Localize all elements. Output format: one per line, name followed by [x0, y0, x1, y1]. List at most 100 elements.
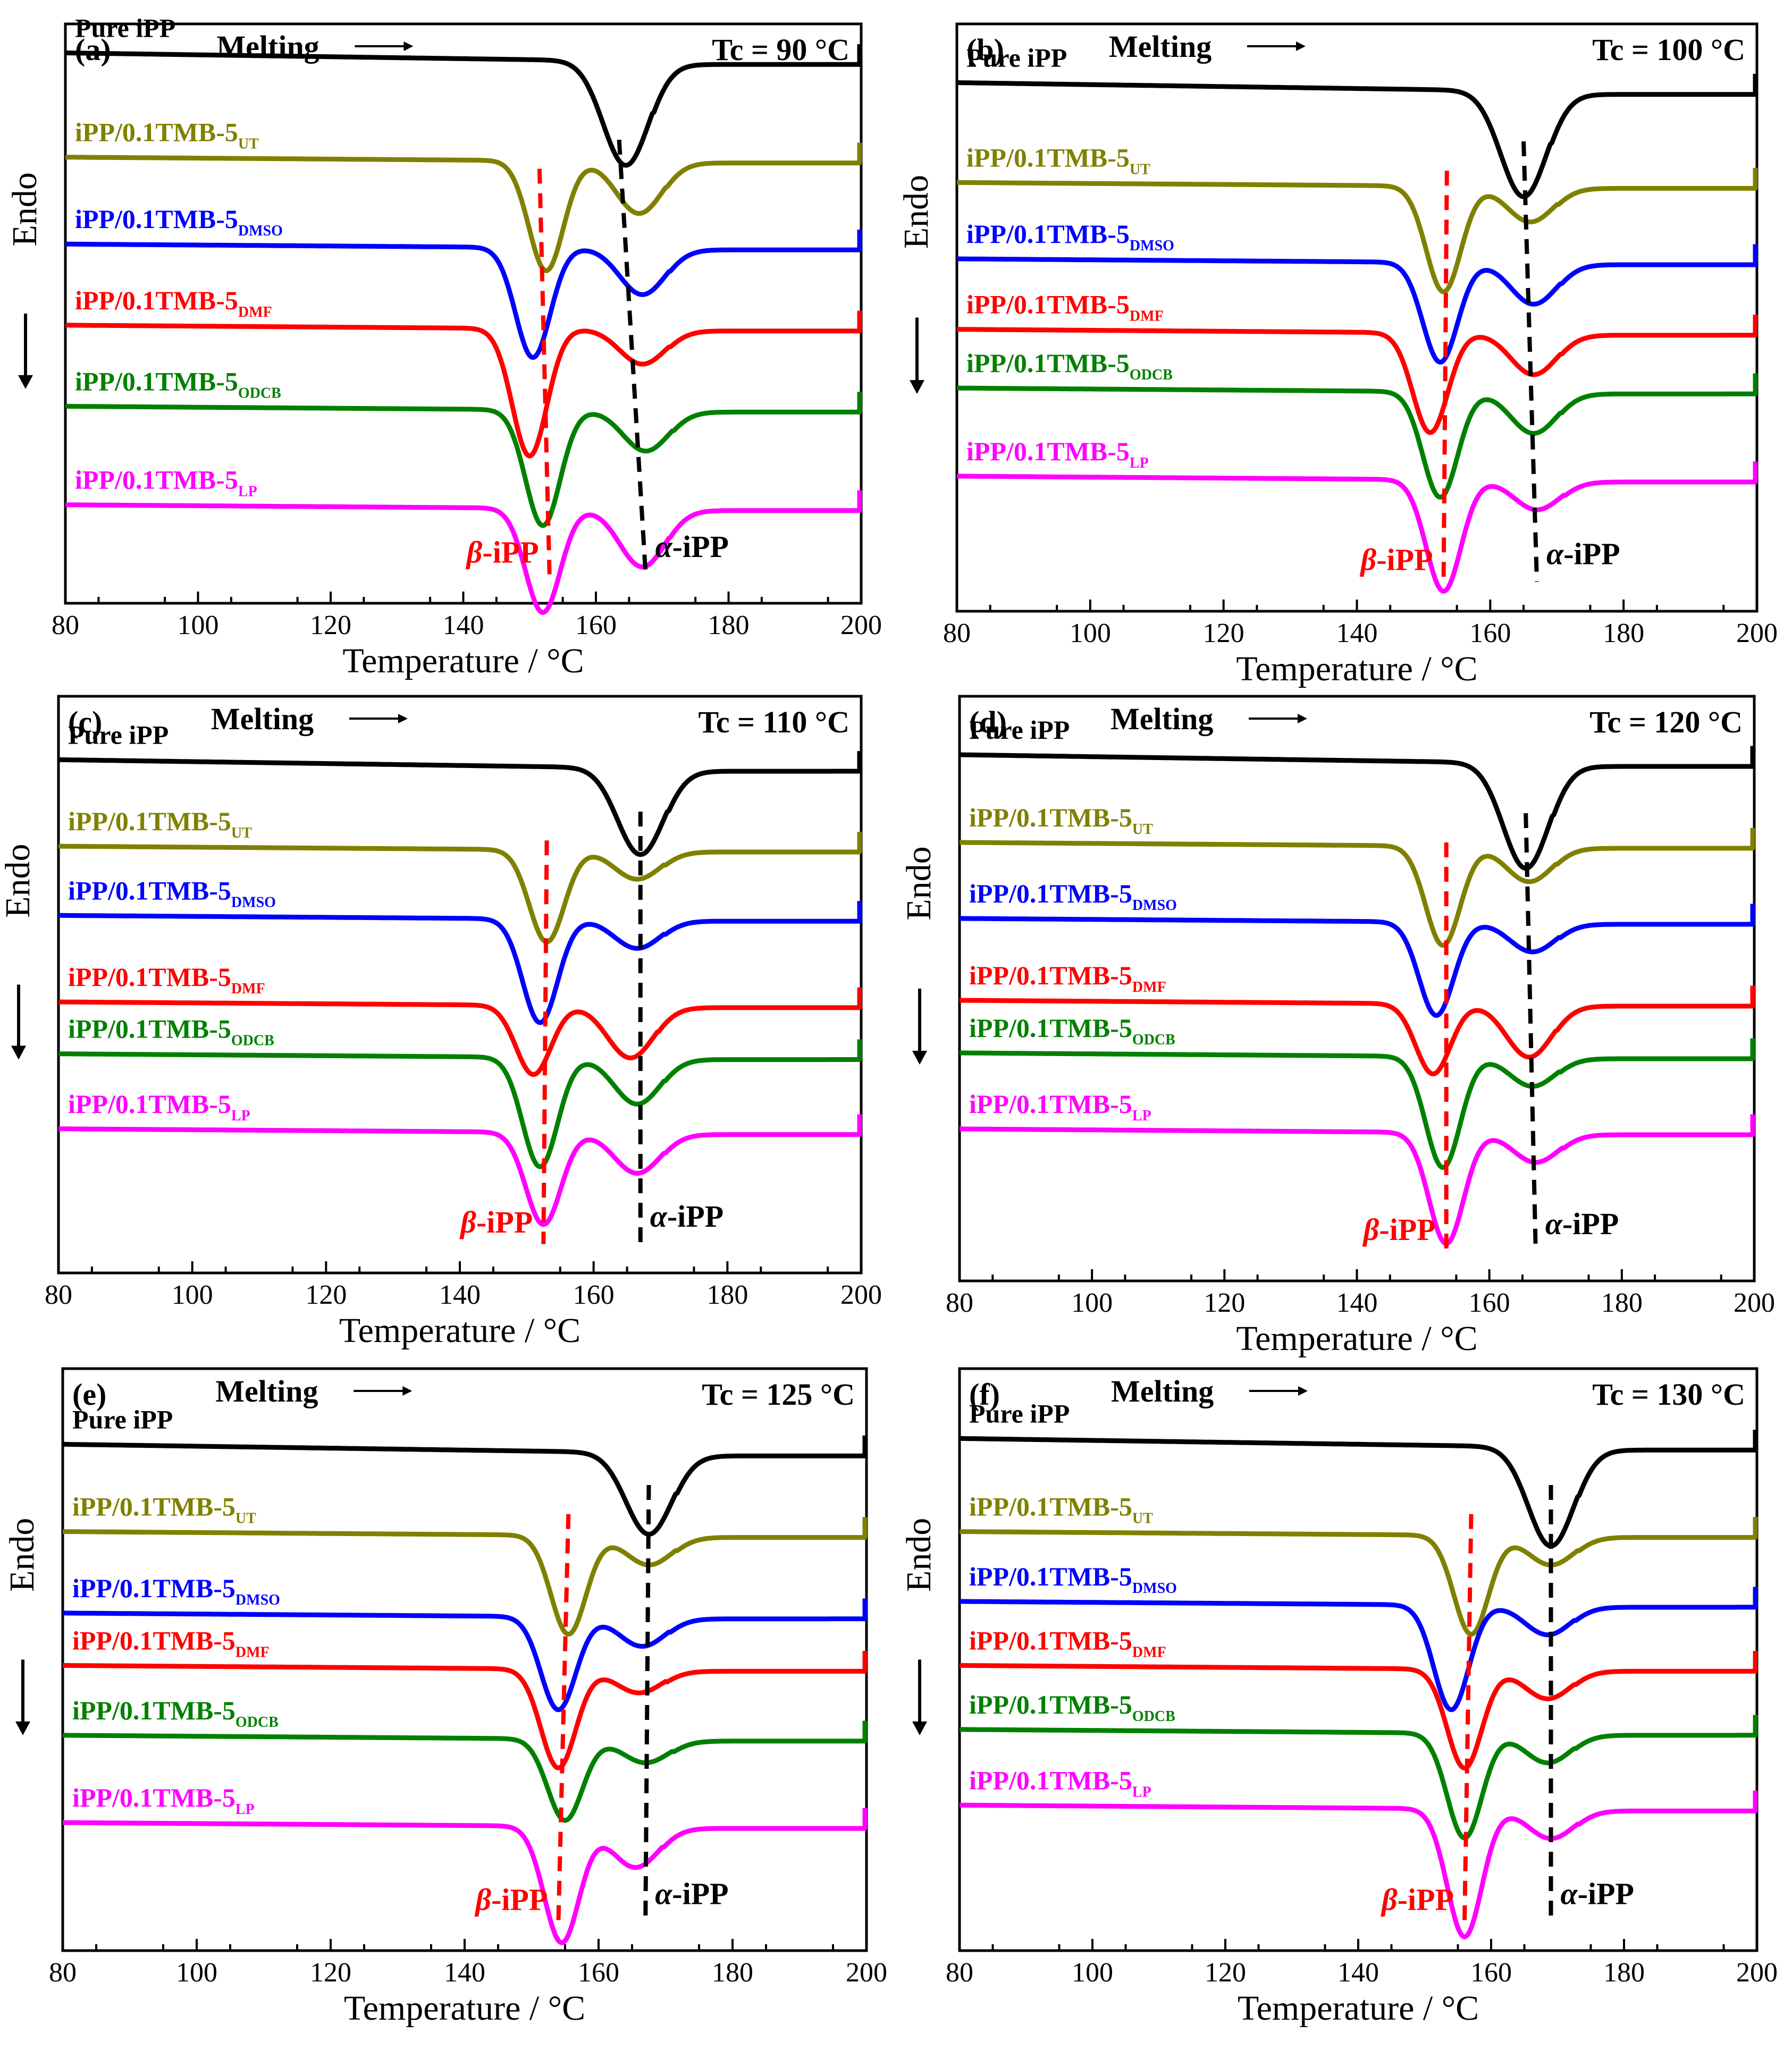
sample-subscript: DMF — [1132, 1644, 1166, 1660]
beta-peak-marker — [1462, 1514, 1474, 1922]
sample-prefix: iPP/0.1TMB-5 — [68, 875, 231, 905]
endo-arrow-head — [15, 1721, 30, 1735]
dsc-curve-dmf — [958, 1651, 1758, 1771]
beta-suffix: -iPP — [491, 1882, 548, 1917]
tc-title: Tc = 130 °C — [1592, 1377, 1745, 1412]
dsc-curve-pure — [57, 751, 862, 857]
alpha-symbol: α — [1546, 537, 1564, 571]
melting-label: Melting — [1110, 702, 1213, 736]
sample-subscript: DMF — [238, 304, 272, 320]
x-axis-title: Temperature / °C — [1238, 1989, 1479, 2028]
alpha-symbol: α — [655, 1876, 672, 1911]
sample-prefix: iPP/0.1TMB-5 — [966, 348, 1130, 378]
sample-subscript: LP — [231, 1108, 250, 1124]
x-tick-label: 160 — [578, 1958, 619, 1988]
series-label: iPP/0.1TMB-5DMF — [969, 960, 1166, 996]
beta-ipp-label: β-iPP — [459, 1205, 533, 1239]
sample-subscript: DMSO — [231, 894, 276, 910]
series-label: iPP/0.1TMB-5LP — [969, 1089, 1151, 1124]
chart-panel-6: 80 100 120 140 160 180 200 Temperature / °C Endo… — [899, 1367, 1778, 2028]
sample-subscript: DMSO — [1132, 1580, 1177, 1597]
sample-subscript: LP — [1132, 1108, 1151, 1124]
alpha-symbol: α — [1545, 1207, 1563, 1241]
panel-letter: (e) — [72, 1377, 106, 1412]
x-tick-label: 80 — [49, 1958, 77, 1988]
series-label: iPP/0.1TMB-5LP — [75, 465, 257, 500]
dsc-curve-ut — [956, 167, 1758, 294]
alpha-ipp-label: α-iPP — [650, 1199, 723, 1234]
alpha-suffix: -iPP — [672, 529, 729, 564]
series-label: iPP/0.1TMB-5DMF — [72, 1625, 270, 1660]
panel-letter: (a) — [75, 32, 111, 67]
x-tick-label: 120 — [310, 1958, 351, 1988]
sample-prefix: iPP/0.1TMB-5 — [969, 803, 1132, 832]
melting-arrow-head — [1295, 41, 1306, 51]
sample-subscript: DMF — [231, 981, 265, 997]
sample-prefix: iPP/0.1TMB-5 — [68, 1014, 231, 1044]
x-tick-label: 140 — [1337, 1958, 1379, 1988]
series-label: iPP/0.1TMB-5UT — [966, 142, 1150, 178]
series-label: iPP/0.1TMB-5ODCB — [966, 348, 1173, 383]
x-tick-label: 120 — [1204, 1288, 1245, 1318]
pure-label: Pure iPP — [68, 720, 169, 749]
sample-prefix: iPP/0.1TMB-5 — [969, 1089, 1132, 1119]
dsc-curve-dmf — [62, 1651, 868, 1770]
dsc-curve-ut — [57, 832, 862, 944]
beta-suffix: -iPP — [1376, 543, 1433, 577]
series-label: iPP/0.1TMB-5LP — [969, 1765, 1151, 1800]
beta-suffix: -iPP — [1398, 1882, 1454, 1917]
sample-prefix: iPP/0.1TMB-5 — [75, 204, 238, 234]
sample-subscript: UT — [1132, 821, 1153, 838]
sample-prefix: iPP/0.1TMB-5 — [966, 436, 1130, 466]
x-axis-title: Temperature / °C — [1236, 649, 1477, 688]
beta-symbol: β — [1381, 1882, 1398, 1917]
dsc-curve-odcb — [956, 373, 1758, 500]
x-tick-label: 180 — [1603, 1958, 1645, 1988]
sample-subscript: UT — [235, 1511, 256, 1527]
beta-suffix: -iPP — [482, 535, 539, 570]
sample-prefix: iPP/0.1TMB-5 — [969, 879, 1132, 908]
series-label: iPP/0.1TMB-5DMF — [966, 290, 1164, 325]
x-tick-label: 100 — [178, 610, 219, 640]
x-tick-label: 200 — [840, 610, 882, 640]
series-label: Pure iPP — [68, 720, 169, 749]
sample-subscript: LP — [1132, 1784, 1151, 1800]
y-axis-title: Endo — [899, 1518, 938, 1592]
alpha-ipp-label: α-iPP — [1545, 1207, 1619, 1241]
melting-label: Melting — [211, 702, 314, 736]
endo-arrow-head — [11, 1045, 26, 1060]
x-tick-label: 200 — [1734, 1288, 1775, 1318]
series-label: iPP/0.1TMB-5ODCB — [969, 1013, 1175, 1048]
series-label: iPP/0.1TMB-5ODCB — [68, 1014, 274, 1049]
beta-peak-marker — [541, 840, 549, 1244]
sample-subscript: LP — [235, 1801, 255, 1818]
x-axis-title: Temperature / °C — [1236, 1319, 1477, 1358]
sample-prefix: iPP/0.1TMB-5 — [969, 1625, 1132, 1655]
dsc-curve-odcb — [958, 1038, 1755, 1170]
dsc-curve-dmf — [64, 310, 862, 459]
dsc-curve-lp — [958, 1114, 1755, 1246]
sample-prefix: iPP/0.1TMB-5 — [72, 1625, 235, 1655]
x-tick-label: 80 — [52, 610, 79, 640]
dsc-curve-lp — [956, 461, 1758, 594]
series-label: iPP/0.1TMB-5UT — [75, 117, 259, 153]
melting-label: Melting — [215, 1374, 318, 1408]
beta-ipp-label: β-iPP — [474, 1882, 548, 1917]
dsc-curve-dmso — [64, 229, 862, 360]
series-label: iPP/0.1TMB-5DMSO — [75, 204, 283, 239]
pure-label: Pure iPP — [75, 13, 175, 43]
dsc-curve-lp — [62, 1808, 868, 1945]
melting-arrow-head — [398, 714, 408, 723]
beta-ipp-label: β-iPP — [1362, 1212, 1436, 1247]
dsc-curve-lp — [57, 1114, 862, 1227]
y-axis-title: Endo — [5, 172, 44, 246]
x-tick-label: 120 — [1203, 618, 1244, 648]
dsc-curve-pure — [958, 1430, 1758, 1549]
x-tick-label: 100 — [176, 1958, 217, 1988]
series-label: iPP/0.1TMB-5UT — [969, 1492, 1153, 1527]
sample-prefix: iPP/0.1TMB-5 — [72, 1492, 235, 1522]
sample-prefix: iPP/0.1TMB-5 — [75, 465, 238, 495]
chart-panel-3: 80 100 120 140 160 180 200 Temperature / °C Endo… — [0, 695, 882, 1350]
panel-letter: (b) — [966, 32, 1004, 67]
